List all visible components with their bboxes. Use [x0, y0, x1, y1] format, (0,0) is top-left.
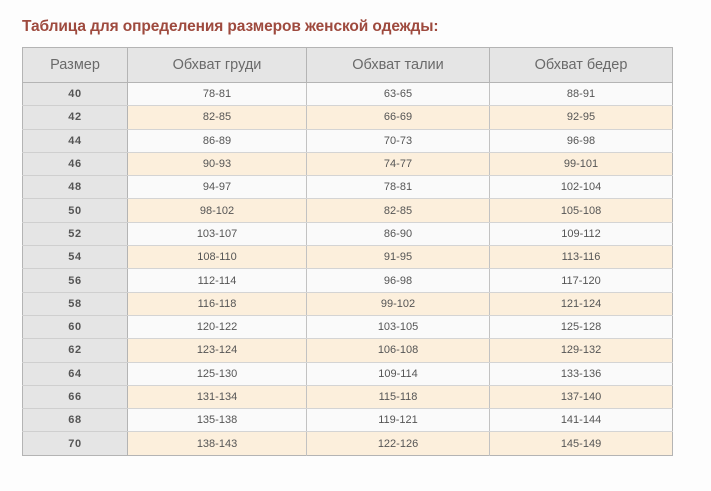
cell-waist: 86-90: [306, 222, 490, 247]
table-body: 40 78-81 63-65 88-91 42 82-85 66-69 92-95 44 86-8…: [22, 82, 673, 456]
cell-bust: 131-134: [127, 385, 307, 410]
cell-waist: 66-69: [306, 105, 490, 130]
cell-size: 50: [22, 198, 128, 223]
cell-hips: 113-116: [489, 245, 673, 270]
cell-size: 70: [22, 431, 128, 456]
cell-hips: 99-101: [489, 152, 673, 177]
table-row: 64 125-130 109-114 133-136: [22, 362, 673, 386]
cell-bust: 94-97: [127, 175, 307, 200]
cell-bust: 135-138: [127, 408, 307, 433]
cell-hips: 105-108: [489, 198, 673, 223]
cell-hips: 121-124: [489, 292, 673, 316]
cell-hips: 129-132: [489, 338, 673, 363]
cell-size: 44: [22, 129, 128, 153]
cell-size: 62: [22, 338, 128, 363]
cell-waist: 109-114: [306, 362, 490, 386]
cell-bust: 108-110: [127, 245, 307, 270]
womens-clothing-size-table: Размер Обхват груди Обхват талии Обхват …: [22, 47, 673, 456]
cell-size: 58: [22, 292, 128, 316]
table-row: 52 103-107 86-90 109-112: [22, 222, 673, 247]
cell-waist: 99-102: [306, 292, 490, 316]
table-row: 58 116-118 99-102 121-124: [22, 292, 673, 316]
cell-size: 46: [22, 152, 128, 177]
cell-hips: 145-149: [489, 431, 673, 456]
cell-bust: 86-89: [127, 129, 307, 153]
cell-size: 60: [22, 315, 128, 340]
table-row: 70 138-143 122-126 145-149: [22, 431, 673, 456]
table-row: 60 120-122 103-105 125-128: [22, 315, 673, 340]
cell-bust: 103-107: [127, 222, 307, 247]
page-title: Таблица для определения размеров женской…: [22, 18, 439, 35]
table-row: 56 112-114 96-98 117-120: [22, 268, 673, 293]
table-row: 42 82-85 66-69 92-95: [22, 105, 673, 130]
cell-waist: 74-77: [306, 152, 490, 177]
cell-hips: 125-128: [489, 315, 673, 340]
cell-size: 68: [22, 408, 128, 433]
column-header-hips: Обхват бедер: [489, 47, 673, 83]
cell-bust: 138-143: [127, 431, 307, 456]
cell-size: 66: [22, 385, 128, 410]
cell-size: 42: [22, 105, 128, 130]
cell-waist: 82-85: [306, 198, 490, 223]
table-row: 68 135-138 119-121 141-144: [22, 408, 673, 433]
cell-hips: 141-144: [489, 408, 673, 433]
cell-hips: 137-140: [489, 385, 673, 410]
cell-waist: 78-81: [306, 175, 490, 200]
table-row: 44 86-89 70-73 96-98: [22, 129, 673, 153]
table-row: 40 78-81 63-65 88-91: [22, 82, 673, 107]
table-row: 54 108-110 91-95 113-116: [22, 245, 673, 270]
cell-waist: 63-65: [306, 82, 490, 107]
cell-waist: 70-73: [306, 129, 490, 153]
cell-hips: 102-104: [489, 175, 673, 200]
cell-bust: 82-85: [127, 105, 307, 130]
cell-hips: 109-112: [489, 222, 673, 247]
table-row: 46 90-93 74-77 99-101: [22, 152, 673, 177]
cell-waist: 91-95: [306, 245, 490, 270]
table-row: 50 98-102 82-85 105-108: [22, 198, 673, 223]
cell-waist: 122-126: [306, 431, 490, 456]
cell-hips: 117-120: [489, 268, 673, 293]
cell-bust: 123-124: [127, 338, 307, 363]
table-header-row: Размер Обхват груди Обхват талии Обхват …: [22, 47, 673, 83]
cell-size: 48: [22, 175, 128, 200]
cell-bust: 116-118: [127, 292, 307, 316]
table-row: 62 123-124 106-108 129-132: [22, 338, 673, 363]
table-header: Размер Обхват груди Обхват талии Обхват …: [22, 47, 673, 83]
cell-size: 64: [22, 362, 128, 386]
cell-bust: 125-130: [127, 362, 307, 386]
cell-hips: 133-136: [489, 362, 673, 386]
cell-bust: 78-81: [127, 82, 307, 107]
column-header-bust: Обхват груди: [127, 47, 307, 83]
cell-hips: 96-98: [489, 129, 673, 153]
cell-size: 56: [22, 268, 128, 293]
column-header-size: Размер: [22, 47, 128, 83]
cell-waist: 96-98: [306, 268, 490, 293]
cell-bust: 90-93: [127, 152, 307, 177]
cell-size: 52: [22, 222, 128, 247]
table-row: 66 131-134 115-118 137-140: [22, 385, 673, 410]
cell-waist: 115-118: [306, 385, 490, 410]
cell-size: 40: [22, 82, 128, 107]
cell-bust: 112-114: [127, 268, 307, 293]
cell-hips: 92-95: [489, 105, 673, 130]
cell-size: 54: [22, 245, 128, 270]
column-header-waist: Обхват талии: [306, 47, 490, 83]
table-row: 48 94-97 78-81 102-104: [22, 175, 673, 200]
cell-waist: 106-108: [306, 338, 490, 363]
cell-hips: 88-91: [489, 82, 673, 107]
cell-bust: 120-122: [127, 315, 307, 340]
cell-bust: 98-102: [127, 198, 307, 223]
cell-waist: 103-105: [306, 315, 490, 340]
cell-waist: 119-121: [306, 408, 490, 433]
